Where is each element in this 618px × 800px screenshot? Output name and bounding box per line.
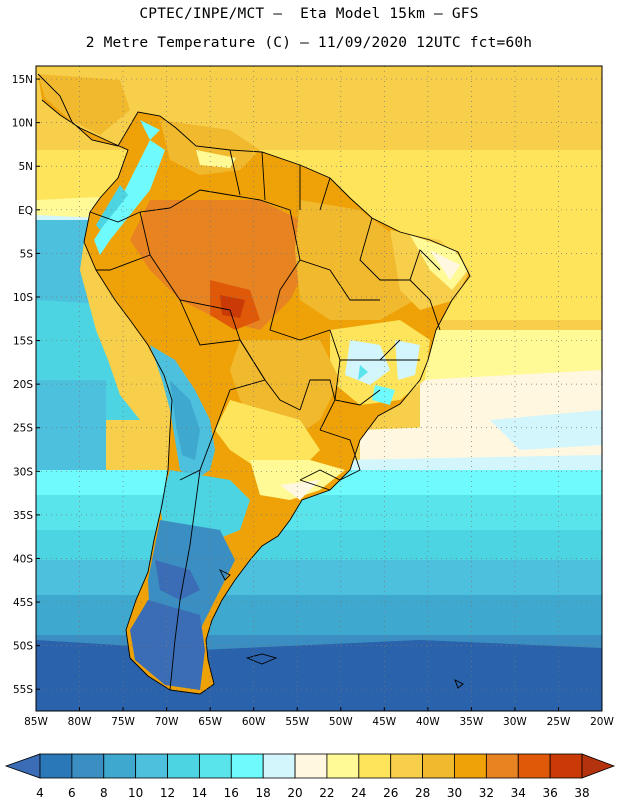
lon-label: 75W: [111, 716, 135, 728]
latitude-labels: 15N 10N 5N EQ 5S 10S 15S 20S 25S 30S 35S 40S 45S 50S 5…: [12, 74, 40, 696]
lat-label: 5N: [18, 161, 33, 173]
colorbar-arrow-low: [4, 753, 41, 779]
colorbar-label: 6: [68, 786, 76, 800]
lon-label: 20W: [590, 716, 614, 728]
lat-label: 5S: [20, 248, 34, 260]
lat-label: 30S: [13, 466, 33, 478]
colorbar-arrow-high: [581, 753, 616, 779]
lon-label: 80W: [68, 716, 92, 728]
colorbar-swatch-3: [135, 753, 168, 779]
lon-label: 65W: [198, 716, 222, 728]
colorbar-swatch-14: [485, 753, 519, 779]
colorbar-swatch-7: [262, 753, 296, 779]
colorbar-swatch-15: [517, 753, 551, 779]
colorbar-label: 30: [447, 786, 462, 800]
map-title-line-2: 2 Metre Temperature (C) – 11/09/2020 12U…: [85, 35, 533, 51]
colorbar-swatch-4: [167, 753, 200, 779]
map-field: [36, 66, 602, 711]
lat-label: 10S: [13, 292, 33, 304]
colorbar-label: 10: [128, 786, 143, 800]
colorbar-label: 32: [479, 786, 494, 800]
colorbar-label: 4: [36, 786, 44, 800]
longitude-labels: 85W 80W 75W 70W 65W 60W 55W 50W 45W 40W 35W 30W 25W 2…: [24, 707, 614, 728]
lat-label: 15N: [12, 74, 33, 86]
lat-label: 45S: [13, 597, 33, 609]
lat-label: 20S: [13, 379, 33, 391]
lat-label: 55S: [13, 684, 33, 696]
colorbar-swatch-9: [326, 753, 360, 779]
map-frame: [35, 65, 603, 712]
colorbar-swatch-6: [230, 753, 264, 779]
lat-label: 50S: [13, 641, 33, 653]
island-outlines: [218, 568, 464, 689]
colorbar-label: 12: [160, 786, 175, 800]
colorbar-label: 38: [574, 786, 589, 800]
lon-label: 25W: [547, 716, 571, 728]
lon-label: 70W: [155, 716, 179, 728]
colorbar-label: 24: [351, 786, 366, 800]
colorbar-label: 18: [256, 786, 271, 800]
colorbar-label: 20: [287, 786, 302, 800]
country-borders: [37, 73, 471, 695]
lat-label: 40S: [13, 553, 33, 565]
lon-label: 35W: [460, 716, 484, 728]
colorbar-swatch-12: [422, 753, 455, 779]
colorbar-label: 34: [511, 786, 526, 800]
colorbar-swatch-16: [549, 753, 583, 779]
colorbar: 4 6 8 10 12 14 16 18 20 22 24 26 28 30 32 34 36 38: [4, 753, 616, 800]
lon-label: 85W: [24, 716, 48, 728]
lon-label: 50W: [329, 716, 353, 728]
colorbar-swatch-2: [103, 753, 137, 779]
colorbar-swatch-11: [390, 753, 423, 779]
lat-label: 15S: [13, 336, 33, 348]
lat-label: 25S: [13, 423, 33, 435]
colorbar-label: 16: [224, 786, 239, 800]
colorbar-swatch-10: [358, 753, 392, 779]
map-title-line-1: CPTEC/INPE/MCT – Eta Model 15km – GFS: [139, 6, 479, 22]
colorbar-label: 26: [383, 786, 398, 800]
colorbar-swatch-13: [454, 753, 487, 779]
colorbar-label: 8: [100, 786, 108, 800]
colorbar-swatch-0: [39, 753, 73, 779]
lat-label: EQ: [18, 205, 33, 217]
colorbar-label: 22: [319, 786, 334, 800]
colorbar-label: 28: [415, 786, 430, 800]
colorbar-label: 14: [192, 786, 207, 800]
colorbar-swatch-1: [71, 753, 105, 779]
lon-label: 55W: [285, 716, 309, 728]
colorbar-label: 36: [542, 786, 557, 800]
lon-label: 40W: [416, 716, 440, 728]
lon-label: 60W: [242, 716, 266, 728]
lat-label: 10N: [12, 118, 33, 130]
lon-label: 30W: [503, 716, 527, 728]
lat-label: 35S: [13, 510, 33, 522]
colorbar-swatch-5: [199, 753, 232, 779]
colorbar-swatch-8: [294, 753, 328, 779]
lon-label: 45W: [372, 716, 396, 728]
